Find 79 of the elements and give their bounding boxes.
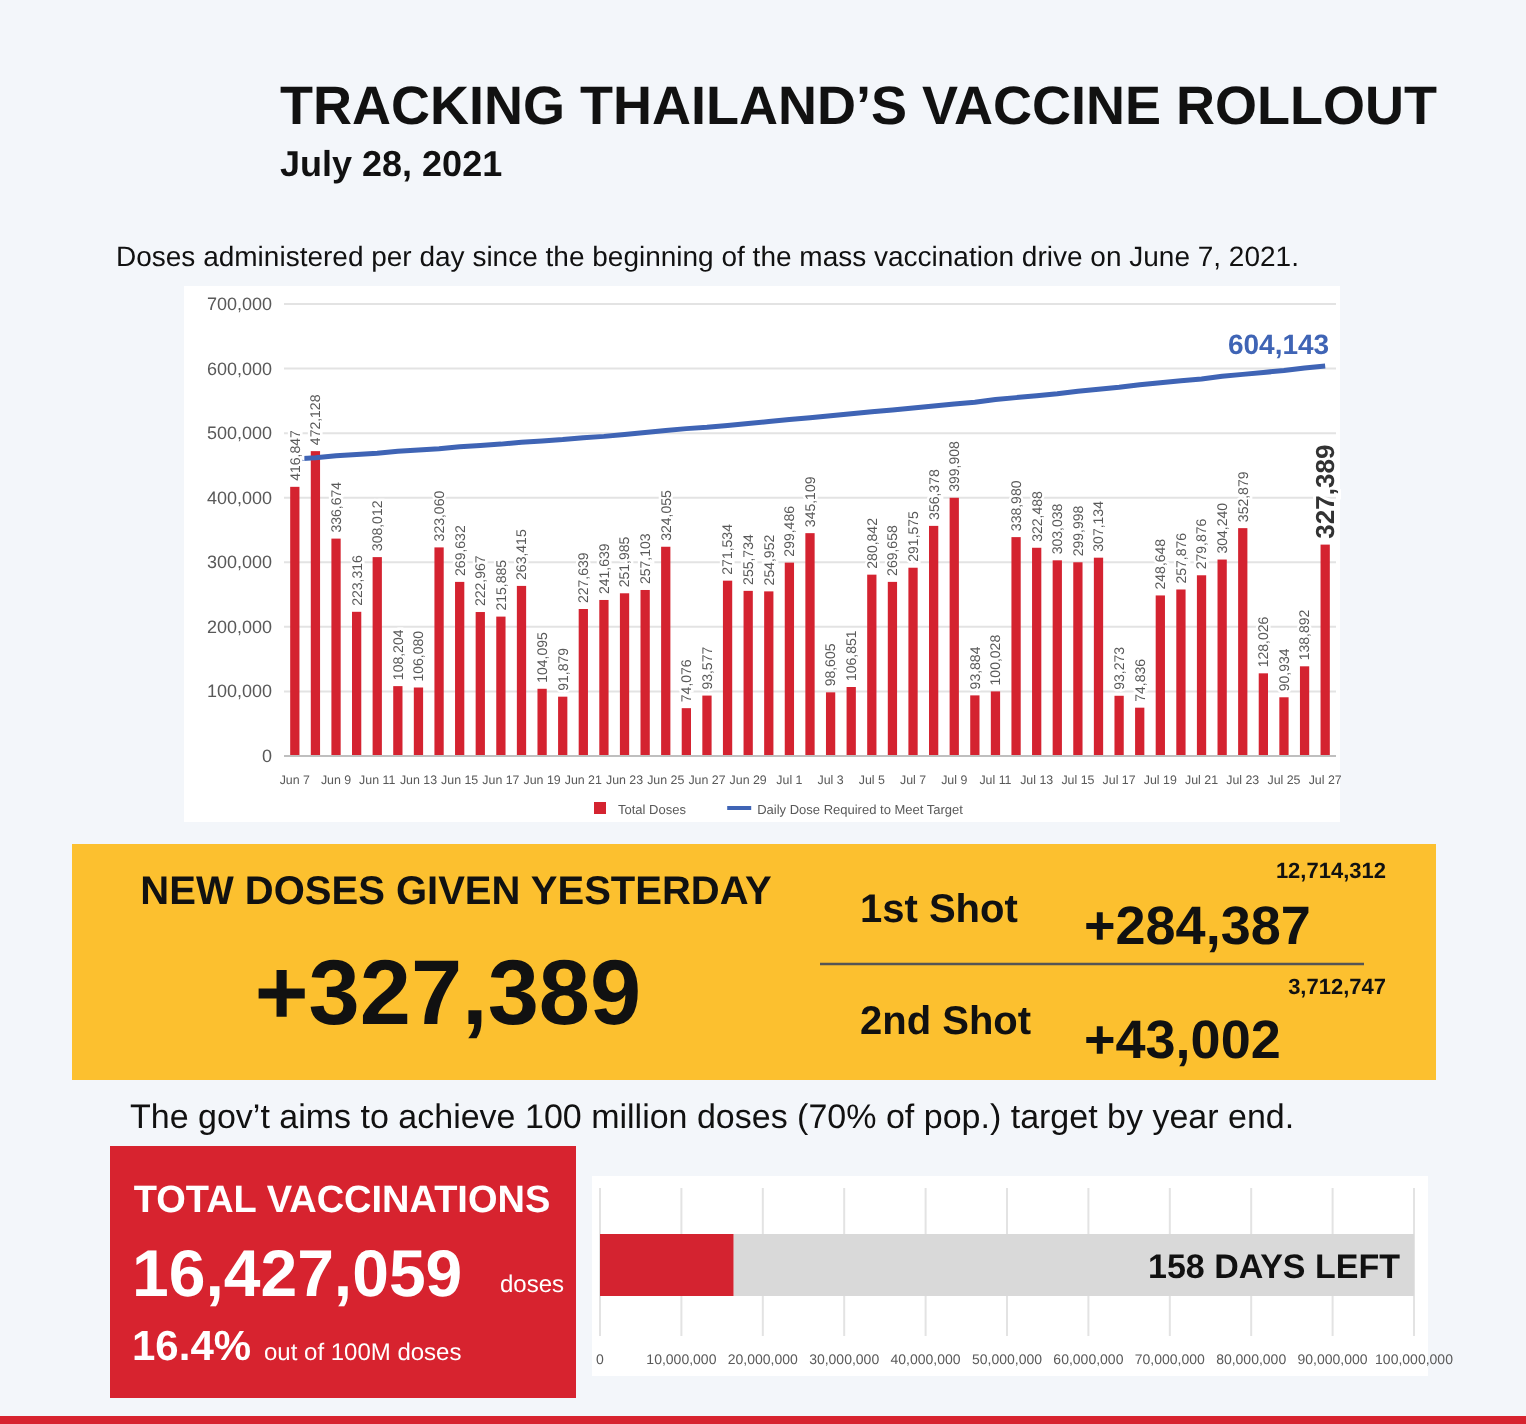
bar — [908, 567, 918, 756]
bar — [558, 696, 568, 756]
text: TOTAL VACCINATIONS — [133, 1180, 551, 1222]
bar — [805, 533, 815, 756]
bar — [681, 708, 691, 756]
bar — [331, 538, 341, 756]
bar — [578, 609, 588, 756]
text: +327,389 — [254, 940, 642, 1044]
bar — [764, 591, 774, 756]
bar — [352, 611, 362, 756]
bar — [1093, 557, 1104, 756]
text: doses — [500, 1270, 565, 1298]
bar — [846, 687, 856, 756]
bar — [1299, 666, 1310, 756]
bar — [1032, 547, 1042, 756]
chart-title: TRACKING THAILAND’S VACCINE ROLLOUT — [280, 76, 1438, 136]
bar — [887, 581, 898, 756]
bar — [1135, 707, 1145, 756]
bar — [1320, 544, 1330, 756]
bar — [1238, 528, 1248, 756]
text: Doses administered per day since the beginning of the mass vaccination drive on June 7, 2021. — [116, 240, 1299, 272]
bar — [1196, 575, 1207, 756]
text: 16.4% — [132, 1324, 252, 1370]
text: 12,714,312 — [1275, 860, 1386, 884]
y-tick-label: 100,000 — [206, 681, 272, 702]
y-tick-label: 500,000 — [206, 423, 272, 444]
bar — [1176, 589, 1186, 756]
bar — [1155, 595, 1165, 756]
bar — [537, 688, 547, 756]
bar — [949, 497, 959, 756]
y-tick-label: 300,000 — [206, 552, 272, 573]
bar — [496, 616, 506, 756]
text: 1st Shot — [860, 888, 1019, 932]
annotation: 158 DAYS LEFT — [1148, 1248, 1402, 1286]
bar — [1073, 562, 1083, 756]
text: +284,387 — [1084, 896, 1311, 956]
bar — [434, 547, 444, 756]
bar — [929, 525, 939, 756]
bar — [970, 695, 980, 756]
text: 16,427,059 — [132, 1236, 463, 1310]
bar — [1258, 673, 1268, 756]
data-label: 327,389 — [1310, 444, 1341, 539]
text: NEW DOSES GIVEN YESTERDAY — [140, 870, 773, 914]
text: 3,712,747 — [1288, 976, 1386, 1000]
bar — [413, 687, 424, 756]
bar — [784, 562, 795, 756]
bar — [372, 557, 382, 756]
bar — [1217, 559, 1227, 756]
bar — [867, 574, 877, 756]
y-tick-label: 600,000 — [206, 358, 272, 379]
bar — [619, 593, 630, 756]
bar — [661, 546, 671, 756]
bar — [475, 612, 485, 756]
bar — [516, 585, 527, 756]
bar — [1114, 695, 1124, 756]
y-tick-label: 200,000 — [206, 616, 272, 637]
y-tick-label: 700,000 — [206, 294, 272, 314]
bar — [393, 686, 403, 756]
bar — [990, 691, 1001, 756]
bar — [825, 692, 836, 756]
text: +43,002 — [1084, 1010, 1281, 1070]
bar — [1279, 697, 1289, 756]
data-label: 604,143 — [1227, 327, 1330, 360]
chart-subtitle: July 28, 2021 — [280, 144, 503, 184]
y-tick-label: 400,000 — [206, 487, 272, 508]
bar — [1052, 560, 1062, 756]
chart-title: The gov’t aims to achieve 100 million doses (70% of pop.) target by year end. — [130, 1098, 1295, 1136]
text: 2nd Shot — [860, 1000, 1032, 1044]
bar — [722, 580, 733, 756]
text: out of 100M doses — [264, 1338, 462, 1366]
bar — [599, 599, 609, 756]
y-tick-label: 0 — [261, 746, 272, 766]
bar — [640, 589, 650, 756]
bar — [1011, 537, 1021, 756]
bar — [290, 486, 300, 756]
bar — [455, 581, 465, 756]
bar — [702, 695, 712, 756]
bar — [310, 451, 321, 756]
bar — [743, 590, 753, 756]
